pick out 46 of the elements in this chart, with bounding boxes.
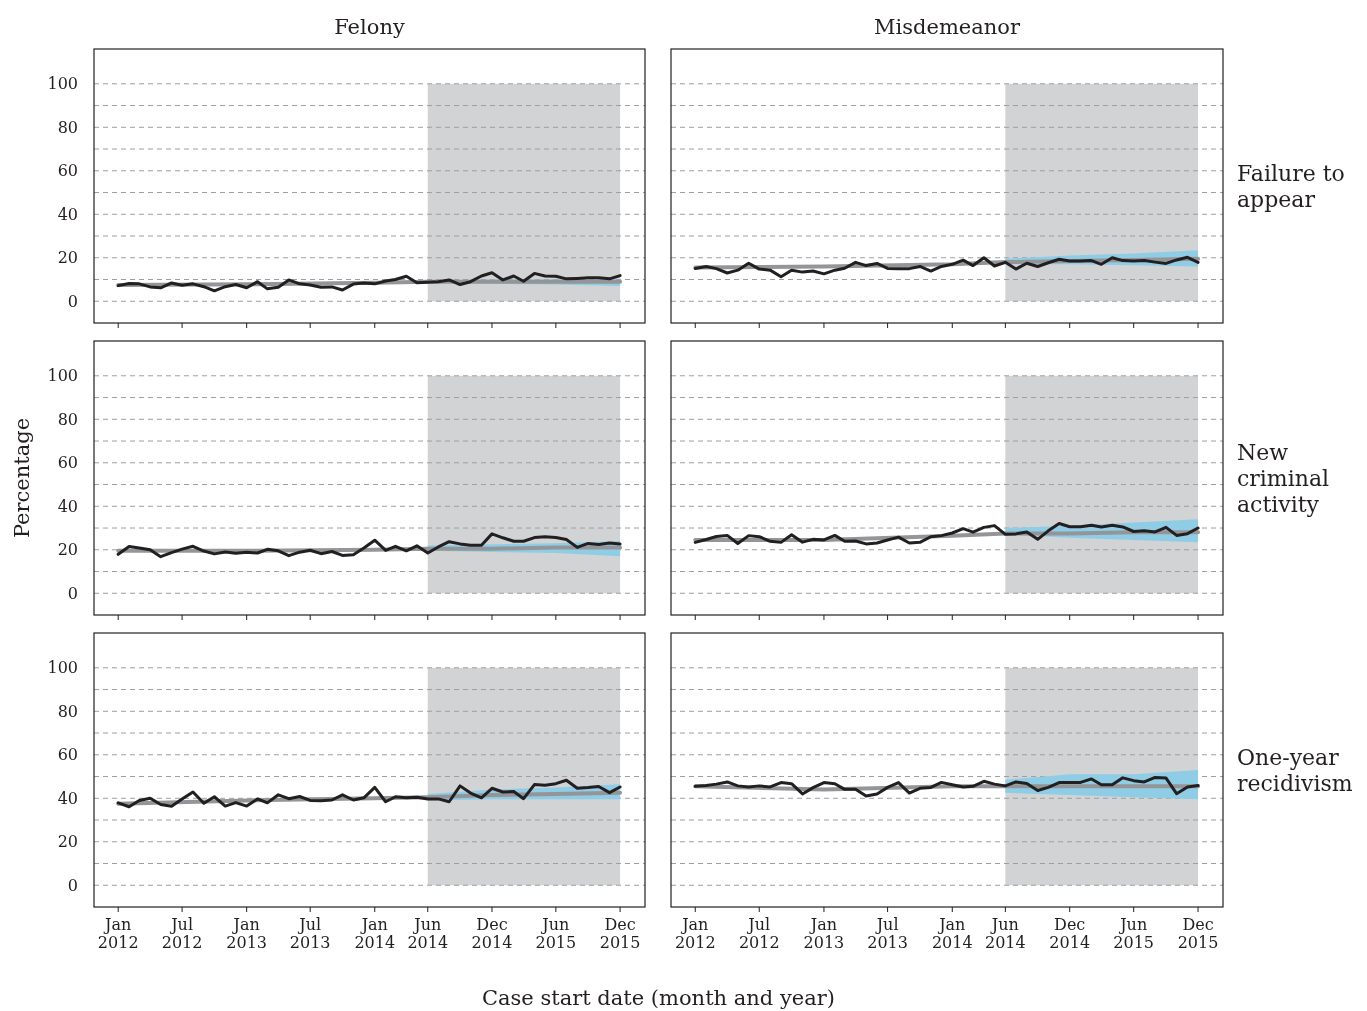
x-tick-label: Dec 2015 [1177,915,1219,952]
y-tick-label: 80 [57,701,78,721]
y-tick-label: 100 [47,658,78,678]
x-tick-label: Jan 2012 [97,915,139,952]
y-tick-label: 60 [57,161,78,181]
y-tick-label: 20 [57,832,78,852]
x-tick-label: Jan 2014 [931,915,973,952]
x-tick-label: Jan 2012 [674,915,716,952]
chart-title: Misdemeanor [874,15,1021,39]
x-tick-label: Dec 2014 [1049,915,1091,952]
x-tick-label: Jul 2012 [161,915,203,952]
x-tick-label: Jun 2015 [1113,915,1155,952]
x-tick-label: Jun 2014 [407,915,449,952]
x-tick-label: Jan 2014 [354,915,396,952]
y-tick-label: 0 [67,875,78,895]
y-axis-title: Percentage [10,417,34,539]
line-series [116,532,622,559]
x-tick-label: Jul 2012 [738,915,780,952]
line-series [116,271,622,293]
text: One-year recidivism [1237,744,1353,796]
x-tick-label: Jan 2013 [803,915,845,952]
y-tick-label: 40 [57,496,78,516]
y-tick-label: 60 [57,745,78,765]
x-tick-label: Jun 2014 [985,915,1026,952]
x-tick-label: Jul 2013 [289,915,331,952]
x-axis-title: Case start date (month and year) [482,986,835,1010]
line-series [116,778,622,809]
y-tick-label: 40 [57,788,78,808]
x-tick-label: Dec 2015 [599,915,641,952]
text: Failure to appear [1237,160,1345,212]
y-tick-label: 40 [57,204,78,224]
x-tick-label: Dec 2014 [471,915,513,952]
x-tick-label: Jul 2013 [867,915,908,952]
y-tick-label: 0 [67,291,78,311]
y-tick-label: 60 [57,453,78,473]
y-tick-label: 20 [57,540,78,560]
y-tick-label: 20 [57,248,78,268]
chart-title: Felony [334,15,405,39]
y-tick-label: 100 [47,74,78,94]
y-tick-label: 100 [47,366,78,386]
text: New criminal activity [1237,439,1330,517]
y-tick-label: 80 [57,409,78,429]
x-tick-label: Jan 2013 [226,915,268,952]
y-tick-label: 0 [67,583,78,603]
x-tick-label: Jun 2015 [535,915,577,952]
y-tick-label: 80 [57,117,78,137]
